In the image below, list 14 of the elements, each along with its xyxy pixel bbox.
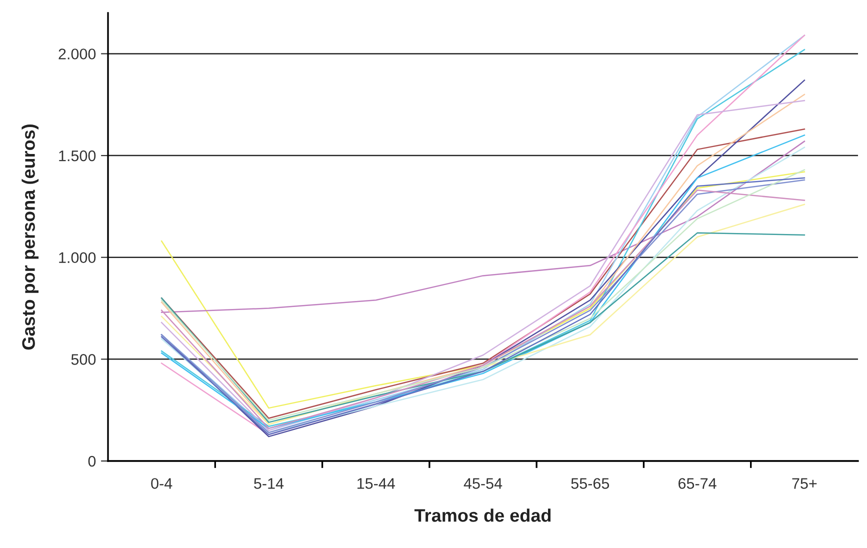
x-tick-label: 15-44 xyxy=(357,478,395,489)
y-tick-label: 2.000 xyxy=(58,48,96,60)
x-axis-title: Tramos de edad xyxy=(414,508,551,522)
x-tick-label: 75+ xyxy=(792,478,817,489)
y-tick-label: 1.000 xyxy=(59,252,96,264)
y-tick-label: 1.500 xyxy=(59,150,96,162)
y-axis-title: Gasto por persona (euros) xyxy=(22,124,39,350)
x-tick-label: 0-4 xyxy=(151,478,172,489)
y-tick-label: 500 xyxy=(71,354,96,365)
x-tick-label: 5-14 xyxy=(254,478,284,489)
x-tick-label: 55-65 xyxy=(571,478,610,489)
y-tick-label: 0 xyxy=(88,456,96,467)
x-tick-label: 45-54 xyxy=(464,478,502,489)
x-tick-label: 65-74 xyxy=(678,478,716,489)
